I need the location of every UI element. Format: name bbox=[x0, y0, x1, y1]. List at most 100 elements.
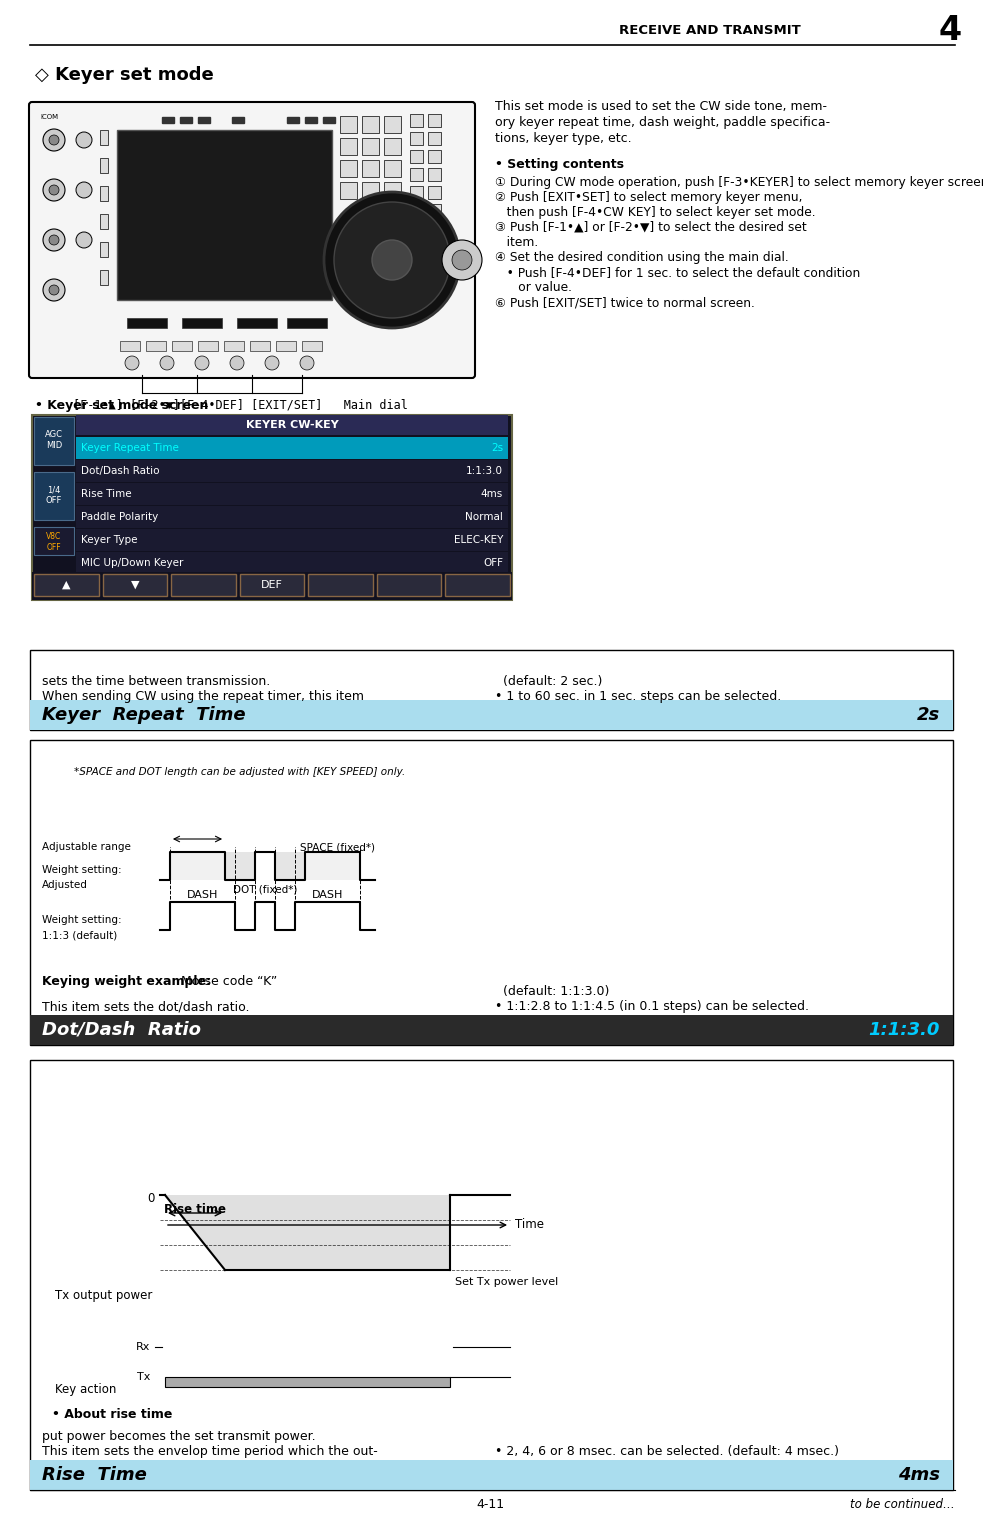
Text: ④ Set the desired condition using the main dial.: ④ Set the desired condition using the ma… bbox=[495, 250, 788, 264]
Bar bbox=[76, 507, 508, 528]
Circle shape bbox=[230, 356, 244, 370]
Bar bbox=[362, 138, 379, 155]
Bar bbox=[76, 482, 508, 505]
Bar bbox=[232, 117, 244, 123]
Bar bbox=[275, 853, 305, 880]
Text: 1:1:3.0: 1:1:3.0 bbox=[869, 1021, 940, 1039]
Bar bbox=[171, 573, 236, 596]
Bar bbox=[30, 699, 953, 730]
Bar bbox=[362, 182, 379, 199]
Text: Tx: Tx bbox=[137, 1371, 150, 1382]
Text: • About rise time: • About rise time bbox=[52, 1408, 172, 1421]
Bar bbox=[32, 572, 512, 601]
Text: or value.: or value. bbox=[495, 281, 572, 294]
Bar bbox=[362, 159, 379, 177]
Circle shape bbox=[195, 356, 209, 370]
Text: Dot/Dash Ratio: Dot/Dash Ratio bbox=[81, 466, 159, 476]
Circle shape bbox=[76, 182, 92, 199]
Text: item.: item. bbox=[495, 237, 539, 249]
Text: Keyer Type: Keyer Type bbox=[81, 536, 138, 545]
Bar bbox=[34, 417, 74, 466]
Bar bbox=[170, 853, 225, 880]
Text: 4ms: 4ms bbox=[481, 488, 503, 499]
Text: then push [F-4•CW KEY] to select keyer set mode.: then push [F-4•CW KEY] to select keyer s… bbox=[495, 206, 816, 218]
Bar bbox=[428, 203, 441, 217]
Bar bbox=[76, 529, 508, 551]
Text: 0: 0 bbox=[147, 1192, 155, 1204]
Text: ◇ Keyer set mode: ◇ Keyer set mode bbox=[35, 67, 213, 83]
Bar bbox=[410, 203, 423, 217]
Text: ③ Push [F-1•▲] or [F-2•▼] to select the desired set: ③ Push [F-1•▲] or [F-2•▼] to select the … bbox=[495, 221, 807, 234]
Bar bbox=[198, 117, 210, 123]
Text: Rise time: Rise time bbox=[164, 1203, 226, 1217]
Circle shape bbox=[76, 232, 92, 247]
Bar bbox=[30, 1060, 953, 1490]
Text: ① During CW mode operation, push [F-3•KEYER] to select memory keyer screen.: ① During CW mode operation, push [F-3•KE… bbox=[495, 176, 983, 190]
Bar bbox=[120, 341, 140, 350]
Circle shape bbox=[49, 285, 59, 294]
Bar bbox=[410, 114, 423, 127]
Circle shape bbox=[43, 179, 65, 200]
Text: ② Push [EXIT•SET] to select memory keyer menu,: ② Push [EXIT•SET] to select memory keyer… bbox=[495, 191, 802, 203]
Bar bbox=[410, 150, 423, 162]
Text: Adjusted: Adjusted bbox=[42, 880, 87, 890]
Text: V8C
OFF: V8C OFF bbox=[46, 532, 62, 552]
Text: When sending CW using the repeat timer, this item: When sending CW using the repeat timer, … bbox=[42, 690, 364, 702]
Bar bbox=[428, 187, 441, 199]
Bar bbox=[30, 1459, 953, 1490]
Bar bbox=[146, 341, 166, 350]
Circle shape bbox=[265, 356, 279, 370]
Circle shape bbox=[324, 193, 460, 328]
Circle shape bbox=[452, 250, 472, 270]
Text: KEYER CW-KEY: KEYER CW-KEY bbox=[246, 420, 338, 429]
Text: Weight setting:: Weight setting: bbox=[42, 915, 122, 925]
Circle shape bbox=[43, 229, 65, 250]
Text: put power becomes the set transmit power.: put power becomes the set transmit power… bbox=[42, 1431, 316, 1443]
Text: ▼: ▼ bbox=[131, 579, 140, 590]
Text: (default: 1:1:3.0): (default: 1:1:3.0) bbox=[495, 985, 609, 998]
Circle shape bbox=[300, 356, 314, 370]
Circle shape bbox=[49, 135, 59, 146]
Text: Rise  Time: Rise Time bbox=[42, 1465, 146, 1484]
Text: *SPACE and DOT length can be adjusted with [KEY SPEED] only.: *SPACE and DOT length can be adjusted wi… bbox=[75, 768, 406, 777]
Text: AGC
MID: AGC MID bbox=[45, 431, 63, 449]
Bar bbox=[198, 341, 218, 350]
Text: RECEIVE AND TRANSMIT: RECEIVE AND TRANSMIT bbox=[619, 23, 801, 36]
Bar bbox=[428, 132, 441, 146]
Text: 1:1:3 (default): 1:1:3 (default) bbox=[42, 930, 117, 941]
Text: Keyer  Repeat  Time: Keyer Repeat Time bbox=[42, 705, 246, 724]
Bar bbox=[428, 150, 441, 162]
Text: • 2, 4, 6 or 8 msec. can be selected. (default: 4 msec.): • 2, 4, 6 or 8 msec. can be selected. (d… bbox=[495, 1446, 839, 1458]
Bar bbox=[305, 853, 360, 880]
Circle shape bbox=[43, 129, 65, 152]
Text: SPACE (fixed*): SPACE (fixed*) bbox=[300, 842, 375, 853]
Text: Weight setting:: Weight setting: bbox=[42, 865, 122, 875]
Text: ⑥ Push [EXIT/SET] twice to normal screen.: ⑥ Push [EXIT/SET] twice to normal screen… bbox=[495, 296, 755, 309]
Bar bbox=[250, 341, 270, 350]
Bar bbox=[237, 319, 277, 328]
Text: DASH: DASH bbox=[312, 890, 343, 900]
Bar bbox=[340, 182, 357, 199]
Bar bbox=[100, 214, 108, 229]
Bar bbox=[76, 437, 508, 460]
Bar bbox=[76, 460, 508, 482]
Bar bbox=[384, 159, 401, 177]
Bar bbox=[100, 270, 108, 285]
Bar bbox=[32, 416, 512, 601]
Bar bbox=[340, 115, 357, 133]
Bar bbox=[340, 159, 357, 177]
Text: Paddle Polarity: Paddle Polarity bbox=[81, 513, 158, 522]
Text: 4ms: 4ms bbox=[898, 1465, 940, 1484]
Bar bbox=[224, 341, 244, 350]
Text: 1/4
OFF: 1/4 OFF bbox=[46, 485, 62, 505]
Bar bbox=[309, 573, 373, 596]
Bar bbox=[410, 187, 423, 199]
Text: OFF: OFF bbox=[483, 558, 503, 567]
Bar bbox=[34, 573, 98, 596]
Text: (default: 2 sec.): (default: 2 sec.) bbox=[495, 675, 603, 689]
Circle shape bbox=[76, 132, 92, 149]
Circle shape bbox=[125, 356, 139, 370]
Text: This item sets the dot/dash ratio.: This item sets the dot/dash ratio. bbox=[42, 1000, 250, 1013]
Text: DOT (fixed*): DOT (fixed*) bbox=[233, 884, 297, 894]
Circle shape bbox=[49, 185, 59, 196]
